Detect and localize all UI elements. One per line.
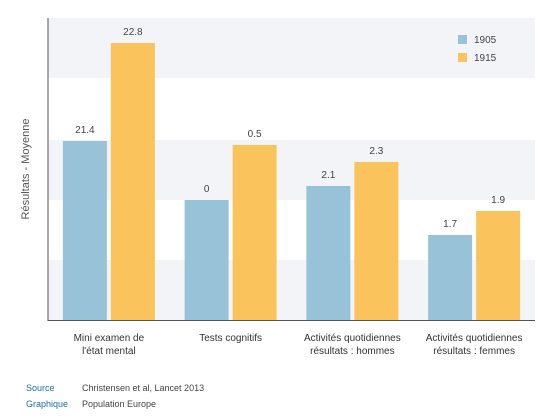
bar-1905-2 — [306, 186, 351, 320]
category-label-3-0: Activités quotidiennes — [426, 333, 523, 344]
category-label-1-0: Tests cognitifs — [199, 333, 262, 344]
graphic-value: Population Europe — [82, 399, 157, 409]
legend-label-1915: 1915 — [474, 53, 497, 64]
source-label: Source — [26, 383, 55, 393]
data-label-1905-2: 2.1 — [321, 170, 335, 181]
graphic-row: Graphique Population Europe — [26, 396, 204, 412]
category-label-3-1: résultats : femmes — [433, 346, 515, 357]
category-label-2-1: résultats : hommes — [310, 346, 394, 357]
graphic-label: Graphique — [26, 399, 69, 409]
bar-1915-1 — [232, 145, 277, 320]
source-value: Christensen et al, Lancet 2013 — [82, 383, 205, 393]
y-axis-label: Résultats - Moyenne — [20, 119, 32, 220]
legend-swatch-1915 — [458, 53, 467, 62]
legend-swatch-1905 — [458, 35, 467, 44]
bar-1905-0 — [62, 141, 107, 320]
data-label-1915-1: 0.5 — [248, 129, 262, 140]
data-label-1905-3: 1.7 — [443, 219, 457, 230]
bar-1915-0 — [110, 43, 155, 320]
bar-1915-3 — [476, 211, 521, 320]
source-row: Source Christensen et al, Lancet 2013 — [26, 380, 204, 396]
data-label-1905-1: 0 — [204, 184, 210, 195]
category-label-0-0: Mini examen de — [74, 333, 145, 344]
category-label-0-1: l'état mental — [82, 346, 136, 357]
bar-1915-2 — [354, 162, 399, 320]
data-label-1915-0: 22.8 — [123, 27, 143, 38]
data-label-1905-0: 21.4 — [75, 125, 95, 136]
bar-1905-1 — [184, 200, 229, 320]
data-label-1915-2: 2.3 — [369, 146, 383, 157]
bar-1905-3 — [428, 235, 473, 320]
data-label-1915-3: 1.9 — [491, 195, 505, 206]
category-label-2-0: Activités quotidiennes — [304, 333, 401, 344]
bar-chart: Résultats - Moyenne 21.4 22.8 Mini examen d… — [20, 18, 535, 357]
legend-label-1905: 1905 — [474, 35, 497, 46]
credits: Source Christensen et al, Lancet 2013 Gr… — [26, 380, 204, 412]
